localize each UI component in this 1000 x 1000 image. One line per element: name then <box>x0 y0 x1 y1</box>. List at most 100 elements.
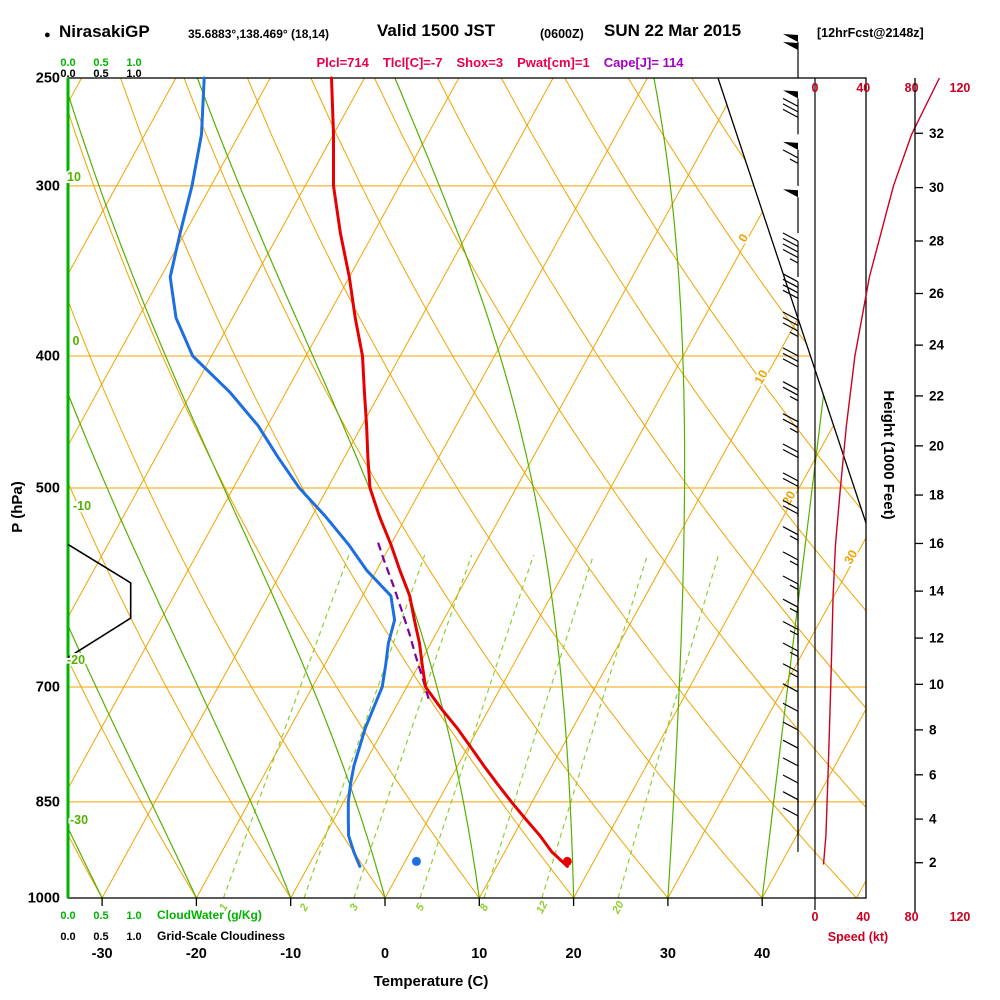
speed-tick-top: 120 <box>950 81 971 95</box>
mixing-ratio-label: 12 <box>534 899 550 916</box>
wind-barb <box>783 189 799 234</box>
isotherm-inline-label: 0 <box>736 232 752 245</box>
cloudiness-scale-top: 1.0 <box>126 68 141 80</box>
wind-barb <box>782 443 799 488</box>
grid-cutoff-diagonal <box>717 77 867 524</box>
height-tick-label: 2 <box>929 855 937 870</box>
temp-tick-label: -10 <box>280 946 301 962</box>
cloudiness-scale-top: 0.0 <box>60 68 75 80</box>
temperature-curve <box>330 76 569 868</box>
wind-barb <box>782 663 799 708</box>
mixing-ratio-label: 1 <box>217 902 230 913</box>
height-tick-label: 24 <box>929 338 945 353</box>
height-tick-label: 22 <box>929 388 944 403</box>
height-axis-title: Height (1000 Feet) <box>880 390 897 519</box>
parcel-curve <box>375 538 430 700</box>
pressure-tick-label: 400 <box>36 349 60 365</box>
wind-speed-curve <box>822 77 941 865</box>
wind-barb <box>782 273 799 318</box>
pressure-tick-label: 850 <box>36 794 60 810</box>
wind-barb <box>782 575 799 620</box>
param-token: Shox=3 <box>456 55 504 70</box>
pressure-tick-label: 1000 <box>28 891 60 907</box>
wind-barb <box>782 791 799 836</box>
wind-barb <box>782 90 799 135</box>
param-token: Plcl=714 <box>316 55 369 70</box>
valid-time-utc: (0600Z) <box>540 27 584 41</box>
wind-barb <box>783 34 799 78</box>
forecast-info: [12hrFcst@2148z] <box>817 26 924 40</box>
temp-tick-label: 30 <box>660 946 676 962</box>
temp-tick-label: -30 <box>92 946 113 962</box>
param-token: Pwat[cm]=1 <box>517 55 590 70</box>
valid-time: Valid 1500 JST <box>377 21 496 40</box>
mixing-ratio-label: 3 <box>348 902 361 913</box>
height-tick-label: 32 <box>929 126 944 141</box>
param-token: Cape[J]= 114 <box>603 55 684 70</box>
height-tick-label: 16 <box>929 536 945 551</box>
moist-inline-label: -20 <box>67 653 85 667</box>
height-tick-label: 30 <box>929 180 944 195</box>
surface-dewpoint-dot <box>411 856 421 866</box>
height-tick-label: 6 <box>929 767 937 782</box>
cloudwater-axis-title: CloudWater (g/Kg) <box>157 908 262 922</box>
pressure-gridlines <box>68 78 866 898</box>
speed-axis-title: Speed (kt) <box>828 930 888 944</box>
pressure-tick-label: 500 <box>36 481 60 497</box>
param-token: Tlcl[C]=-7 <box>382 55 443 70</box>
temp-tick-label: 20 <box>566 946 582 962</box>
wind-barbs <box>782 34 799 852</box>
wind-barb <box>782 347 799 392</box>
cloudwater-scale-top: 0.5 <box>93 57 108 69</box>
isotherm-inline-label: 10 <box>752 368 771 387</box>
wind-barb <box>782 381 799 426</box>
pressure-tick-label: 300 <box>36 178 60 194</box>
temp-axis-title: Temperature (C) <box>374 973 489 990</box>
cloudiness-scale-top: 0.5 <box>93 68 108 80</box>
dewpoint-curve <box>168 76 397 868</box>
sounding-parameters: Plcl=714 Tlcl[C]=-7 Shox=3 Pwat[cm]=1 Cape[J… <box>0 55 1000 70</box>
mixing-ratio-label: 5 <box>414 901 428 913</box>
speed-tick-bottom: 80 <box>905 910 919 924</box>
height-tick-label: 28 <box>929 234 945 249</box>
cloudiness-scale-bottom: 1.0 <box>126 931 141 943</box>
speed-tick-top: 40 <box>856 81 870 95</box>
moist-inline-label: 0 <box>73 334 80 348</box>
cloudiness-scale-bottom: 0.5 <box>93 931 108 943</box>
isotherm-lines <box>68 78 866 898</box>
wind-barb <box>782 232 799 278</box>
wind-barb <box>782 551 799 596</box>
pressure-tick-label: 250 <box>36 71 60 87</box>
moist-inline-label: 10 <box>67 170 81 184</box>
wind-barb <box>782 141 799 186</box>
wind-barb <box>782 413 799 458</box>
cloudwater-scale-bottom: 1.0 <box>126 910 141 922</box>
mixing-ratio-label: 8 <box>478 901 492 913</box>
moist-inline-label: -10 <box>73 499 91 513</box>
height-tick-label: 14 <box>929 584 945 599</box>
mixing-ratio-label: 20 <box>610 899 627 917</box>
moist-inline-label: -30 <box>70 813 88 827</box>
height-tick-label: 10 <box>929 677 944 692</box>
mixing-ratio-lines <box>222 554 720 898</box>
station-coords: 35.6883°,138.469° (18,14) <box>188 27 330 41</box>
cloudwater-scale-bottom: 0.0 <box>60 910 75 922</box>
isotherm-inline-label: 20 <box>780 489 799 508</box>
speed-tick-bottom: 0 <box>812 910 819 924</box>
wind-barb <box>782 620 799 666</box>
speed-tick-bottom: 40 <box>856 910 870 924</box>
height-tick-label: 8 <box>929 722 937 737</box>
pressure-axis-title: P (hPa) <box>9 481 26 532</box>
cloudwater-scale-top: 1.0 <box>126 57 141 69</box>
mixing-ratio-label: 2 <box>297 902 311 914</box>
cloudiness-profile <box>67 543 132 659</box>
station-name: NirasakiGP <box>59 22 150 41</box>
valid-date: SUN 22 Mar 2015 <box>604 21 742 40</box>
cloudwater-scale-top: 0.0 <box>60 57 75 69</box>
height-tick-label: 12 <box>929 631 944 646</box>
height-tick-label: 26 <box>929 286 945 301</box>
temp-tick-label: 10 <box>471 946 487 962</box>
temp-tick-label: -20 <box>186 946 207 962</box>
